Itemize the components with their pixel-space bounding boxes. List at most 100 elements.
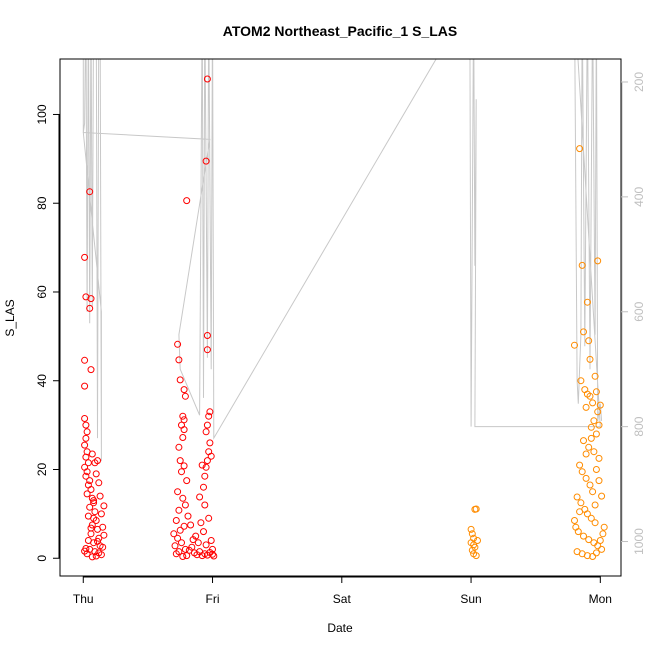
data-point [174,340,182,348]
data-point [175,356,183,364]
data-point [91,508,99,516]
data-point [183,477,191,485]
data-point [586,392,594,400]
data-point [81,253,89,261]
data-point [596,401,604,409]
data-point [598,492,606,500]
data-point [95,479,103,487]
x-tick-label: Fri [206,592,220,606]
data-point [595,477,603,485]
data-point [203,346,211,354]
data-point [582,403,590,411]
data-point [180,522,188,530]
data-point [200,483,207,491]
data-point [598,545,606,553]
data-point [582,450,590,458]
data-point [585,443,593,451]
data-point [589,488,597,496]
data-point [170,530,178,538]
data-point [81,547,89,555]
y2-tick-label: 800 [632,416,646,436]
data-point [178,468,185,476]
data-point [205,514,213,522]
data-point [576,508,584,516]
data-point [198,461,206,469]
y-tick-label: 0 [35,555,49,562]
data-point [580,328,587,336]
data-point [591,372,599,380]
data-point [582,474,590,482]
chart-title: ATOM2 Northeast_Pacific_1 S_LAS [223,23,457,39]
data-point [87,295,95,303]
data-point [586,355,594,363]
axes-layer: Thu Fri Sat Sun Mon 0 20 40 60 80 100 200 400 600 800 1… [35,72,646,606]
data-point [583,510,591,518]
data-point [589,553,597,560]
data-point [81,415,89,422]
x-axis-label: Date [327,621,353,635]
data-point [472,505,480,513]
x-tick-label: Thu [73,592,94,606]
data-point [599,530,607,538]
data-point [594,408,602,416]
data-point [576,461,584,469]
altitude-trace-layer [82,59,603,462]
y2-tick-label: 200 [632,72,646,92]
data-point [203,75,211,83]
data-point [571,517,578,524]
data-point [87,486,95,493]
data-point [472,552,480,560]
data-point [576,145,584,153]
data-point [97,510,105,518]
data-point [82,472,90,480]
data-point [594,257,602,265]
data-point [172,517,180,524]
data-point [99,543,107,551]
data-point [573,493,581,501]
data-point [586,481,594,489]
data-point [578,261,586,269]
data-point [81,356,89,364]
data-point [172,550,180,558]
data-point [176,376,184,384]
x-tick-label: Mon [589,592,612,606]
data-point [592,549,600,557]
data-point [88,450,96,458]
data-point [176,457,184,465]
data-point [590,417,598,425]
data-point [203,457,211,465]
data-point [206,408,214,416]
data-point [86,304,94,312]
data-point [202,428,210,436]
data-point [210,552,218,560]
data-point [595,454,603,462]
data-point [100,531,108,539]
data-point [83,428,91,436]
data-point [92,470,100,478]
data-point [183,197,191,205]
x-tick-label: Sun [460,592,481,606]
y2-tick-label: 600 [632,301,646,321]
data-point [474,537,481,544]
data-point [209,545,216,553]
data-point [585,536,593,544]
data-point [589,399,597,407]
data-point [201,501,209,509]
data-point [84,537,92,544]
data-point [87,524,95,532]
data-point [571,341,578,349]
data-point [179,553,187,560]
data-point [174,534,182,542]
data-point [90,497,98,505]
data-point [592,466,600,473]
data-point [581,386,589,394]
data-point [600,523,608,531]
data-point [583,552,591,560]
data-point [179,494,187,502]
data-point [99,523,107,531]
data-point [591,501,599,509]
y2-tick-label: 1000 [632,528,646,555]
y-tick-label: 40 [35,374,49,388]
